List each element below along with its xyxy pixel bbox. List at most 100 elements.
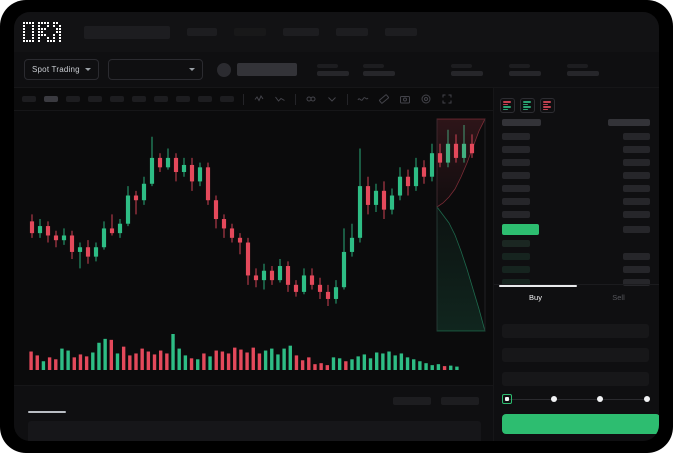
step-dot-fill: [505, 397, 509, 401]
stat-label: [566, 63, 588, 68]
timeframe-7[interactable]: [176, 96, 190, 102]
amount-step-1[interactable]: [550, 396, 557, 402]
amount-slider[interactable]: [502, 394, 651, 404]
submit-order-button[interactable]: [502, 414, 659, 434]
amount-step-3[interactable]: [644, 396, 650, 402]
trading-mode-select[interactable]: Spot Trading: [24, 59, 99, 80]
coin-icon: [216, 62, 231, 77]
market-stat-0: [316, 63, 349, 76]
amount-step-0[interactable]: [502, 394, 512, 404]
ask-row-0-price: [502, 133, 530, 140]
header-nav: [170, 28, 417, 36]
order-type-field[interactable]: [502, 324, 649, 338]
orders-action-1[interactable]: [441, 397, 479, 405]
orders-panel: [14, 385, 493, 441]
camera-icon[interactable]: [399, 93, 411, 105]
wave-chart-icon[interactable]: [357, 93, 369, 105]
settings-icon[interactable]: [420, 93, 432, 105]
timeframe-2[interactable]: [66, 96, 80, 102]
mode-row: [503, 101, 512, 103]
ask-row-last-price: [502, 211, 530, 218]
trading-pair-select[interactable]: [107, 59, 203, 80]
price-chart[interactable]: [14, 111, 476, 385]
orderbook-mode-bids-icon[interactable]: [520, 98, 535, 113]
timeframe-3[interactable]: [88, 96, 102, 102]
chevron-down-icon: [84, 68, 91, 71]
stat-value: [316, 70, 349, 76]
price-field[interactable]: [502, 348, 649, 362]
nav-item-0[interactable]: [187, 28, 217, 36]
last-price-group: [216, 62, 297, 77]
orderbook-last-price: [502, 224, 539, 235]
chevron-down-icon: [188, 68, 195, 71]
market-subbar: Spot Trading: [14, 52, 659, 88]
bid-row-2-price: [502, 266, 530, 273]
ask-row-2-amount: [623, 159, 650, 166]
ruler-icon[interactable]: [378, 93, 390, 105]
tab-buy[interactable]: Buy: [494, 285, 577, 310]
trading-mode-label: Spot Trading: [32, 65, 80, 74]
timeframe-0[interactable]: [22, 96, 36, 102]
orderbook-mode-both-icon[interactable]: [500, 98, 515, 113]
market-stat-3: [508, 63, 541, 76]
nav-item-2[interactable]: [283, 28, 319, 36]
mode-row: [503, 103, 509, 105]
mode-row: [543, 103, 549, 105]
mode-row: [523, 106, 532, 108]
ask-row-3-price: [502, 172, 530, 179]
timeframe-6[interactable]: [154, 96, 168, 102]
toolbar-divider: [243, 93, 244, 105]
nav-item-1[interactable]: [234, 28, 266, 36]
ask-row-1-amount: [623, 146, 650, 153]
nav-item-3[interactable]: [336, 28, 368, 36]
bid-row-1-amount: [623, 253, 650, 260]
active-tab-indicator: [499, 285, 577, 287]
timeframe-group: [14, 96, 234, 102]
mode-row: [543, 101, 552, 103]
timeframe-8[interactable]: [198, 96, 212, 102]
indicators-icon[interactable]: [305, 93, 317, 105]
trade-panel: Buy Sell: [493, 88, 659, 441]
fullscreen-icon[interactable]: [441, 93, 453, 105]
stat-label: [508, 63, 530, 68]
search-input[interactable]: [84, 25, 170, 39]
orderbook-last-amount: [623, 226, 650, 233]
stat-value: [362, 70, 395, 76]
slider-track: [507, 398, 646, 400]
ask-row-4-price: [502, 185, 530, 192]
timeframe-1[interactable]: [44, 96, 58, 102]
buy-sell-tabs: Buy Sell: [494, 284, 659, 310]
orders-action-0[interactable]: [393, 397, 431, 405]
orderbook[interactable]: [494, 119, 659, 286]
orderbook-mode-asks-icon[interactable]: [540, 98, 555, 113]
mode-row: [523, 101, 532, 103]
okx-logo[interactable]: [23, 22, 74, 42]
stat-value: [450, 70, 483, 76]
stat-label: [316, 63, 338, 68]
tab-buy-label: Buy: [529, 293, 542, 302]
timeframe-4[interactable]: [110, 96, 124, 102]
orderbook-mode-group: [500, 98, 555, 113]
ask-row-2-price: [502, 159, 530, 166]
app-screen: Spot Trading: [14, 12, 659, 441]
bid-row-3-amount: [623, 279, 650, 286]
mode-row: [543, 108, 549, 110]
stat-value: [566, 70, 599, 76]
mode-row: [503, 108, 509, 110]
last-price-value: [236, 63, 297, 76]
tab-sell[interactable]: Sell: [577, 285, 659, 310]
stat-value: [508, 70, 541, 76]
amount-step-2[interactable]: [597, 396, 604, 402]
line-chart-icon[interactable]: [274, 93, 286, 105]
timeframe-9[interactable]: [220, 96, 234, 102]
amount-field[interactable]: [502, 372, 649, 386]
toolbar-divider: [295, 93, 296, 105]
candlestick-chart-icon[interactable]: [253, 93, 265, 105]
market-stat-4: [566, 63, 599, 76]
nav-item-4[interactable]: [385, 28, 417, 36]
chevron-down-icon[interactable]: [326, 93, 338, 105]
stat-label: [450, 63, 472, 68]
timeframe-5[interactable]: [132, 96, 146, 102]
stat-label: [362, 63, 384, 68]
ask-row-4-amount: [623, 185, 650, 192]
